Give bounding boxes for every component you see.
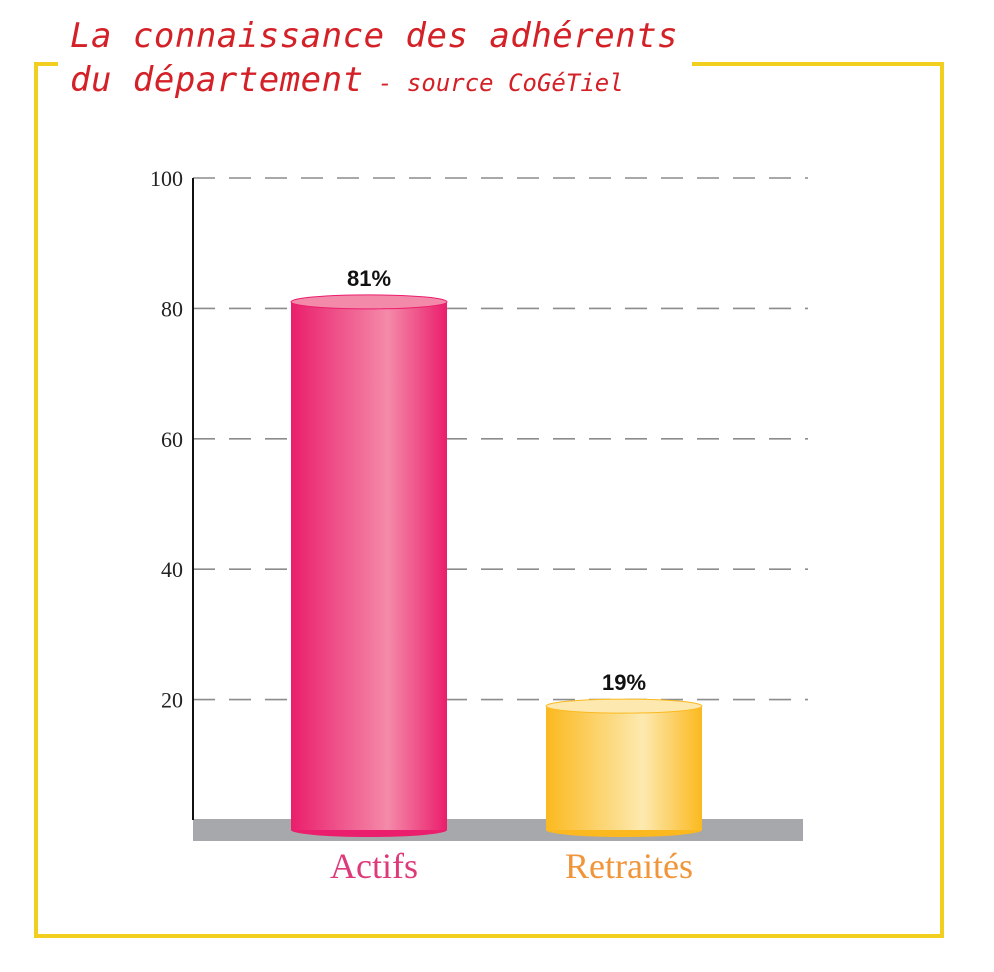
y-tick-label: 80 bbox=[161, 296, 183, 321]
data-label: 19% bbox=[602, 670, 646, 695]
chart-title: La connaissance des adhérents du départe… bbox=[58, 14, 693, 114]
y-tick-label: 60 bbox=[161, 427, 183, 452]
bar-body bbox=[546, 706, 702, 830]
y-tick-label: 20 bbox=[161, 688, 183, 713]
title-source: - source CoGéTiel bbox=[363, 69, 624, 97]
title-line-2: du département bbox=[70, 60, 364, 100]
bar-0: 81% Actifs bbox=[290, 266, 448, 886]
data-label: 81% bbox=[347, 266, 391, 291]
title-line-1: La connaissance des adhérents bbox=[70, 16, 679, 56]
bar-top bbox=[545, 698, 703, 714]
y-tick-label: 40 bbox=[161, 557, 183, 582]
bars: 81% Actifs 19% Retraités bbox=[290, 266, 703, 886]
y-tick-label: 100 bbox=[150, 166, 183, 191]
chart-base bbox=[193, 819, 803, 841]
category-label: Actifs bbox=[330, 846, 418, 886]
bar-top bbox=[290, 294, 448, 310]
grid-lines bbox=[193, 177, 808, 701]
y-axis-ticks: 20 40 60 80 100 bbox=[150, 166, 183, 713]
bar-1: 19% Retraités bbox=[545, 670, 703, 886]
bar-body bbox=[291, 301, 447, 830]
category-label: Retraités bbox=[565, 846, 693, 886]
